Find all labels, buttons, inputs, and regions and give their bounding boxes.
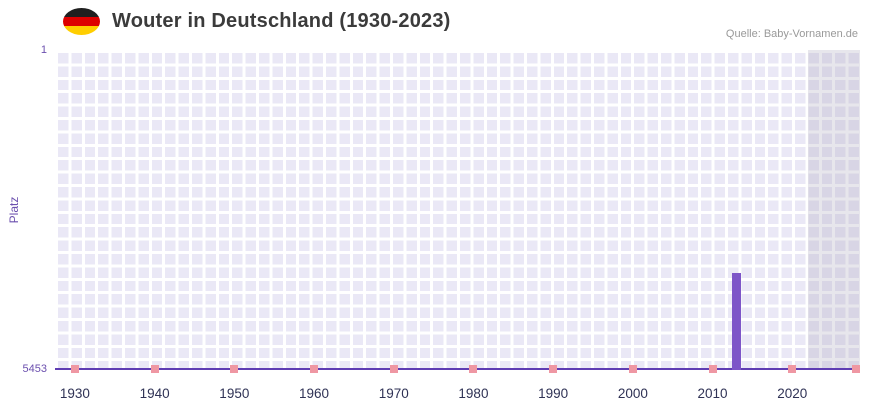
x-axis-label: 1940 xyxy=(139,386,170,401)
germany-flag-icon xyxy=(63,8,100,35)
x-tick-mark xyxy=(389,365,398,373)
x-tick-mark xyxy=(788,365,797,373)
x-axis-label: 1960 xyxy=(299,386,330,401)
x-axis-label: 1990 xyxy=(538,386,569,401)
x-tick-mark xyxy=(549,365,558,373)
chart-title: Wouter in Deutschland (1930-2023) xyxy=(112,10,451,32)
plot-area xyxy=(55,50,860,373)
x-axis-label: 2000 xyxy=(617,386,648,401)
source-attribution: Quelle: Baby-Vornamen.de xyxy=(725,28,858,40)
rank-bar-2013[interactable] xyxy=(731,272,741,370)
highlight-band xyxy=(808,50,860,370)
y-axis-title: Platz xyxy=(7,196,21,224)
x-tick-mark xyxy=(852,365,860,373)
x-axis-label: 1950 xyxy=(219,386,250,401)
y-axis-tick-top: 1 xyxy=(40,44,47,56)
x-tick-mark xyxy=(310,365,319,373)
x-axis-label: 1980 xyxy=(458,386,489,401)
x-tick-mark xyxy=(230,365,239,373)
x-tick-mark xyxy=(708,365,717,373)
x-axis-label: 2020 xyxy=(777,386,808,401)
y-axis-tick-bottom: 5453 xyxy=(22,363,47,375)
x-axis-label: 1970 xyxy=(378,386,409,401)
x-axis-labels: 1930 1940 1950 1960 1970 1980 1990 2000 2010 2020 xyxy=(55,386,860,406)
x-tick-mark xyxy=(628,365,637,373)
x-tick-mark xyxy=(70,365,79,373)
x-tick-mark xyxy=(469,365,478,373)
x-axis-label: 1930 xyxy=(59,386,90,401)
x-axis-line xyxy=(55,368,860,370)
x-axis-label: 2010 xyxy=(697,386,728,401)
x-tick-mark xyxy=(150,365,159,373)
